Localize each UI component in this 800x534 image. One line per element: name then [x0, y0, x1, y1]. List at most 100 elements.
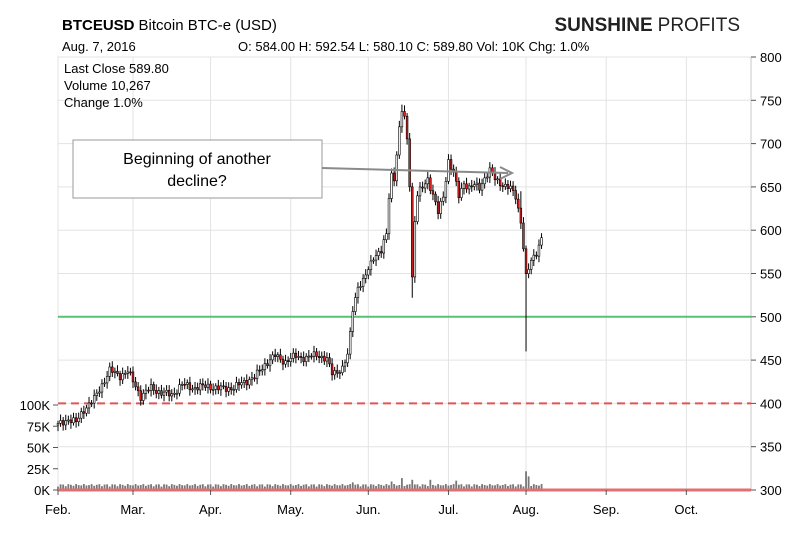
brand-logo: SUNSHINE PROFITS	[554, 15, 740, 36]
volume-bar	[150, 484, 152, 490]
volume-bar	[491, 485, 494, 490]
volume-bar	[429, 479, 432, 490]
candle-up	[113, 370, 117, 373]
candle-up	[351, 311, 354, 332]
candle-down	[129, 371, 132, 374]
candle-up	[255, 369, 259, 379]
candle-up	[537, 244, 541, 257]
candle-up	[77, 417, 80, 423]
candle-down	[201, 383, 205, 386]
volume-bar	[142, 484, 145, 490]
candle-up	[284, 360, 287, 365]
volume-bar	[465, 484, 468, 490]
volume-bar	[473, 484, 476, 490]
stat-volume: Volume 10,267	[64, 78, 151, 93]
candle-up	[178, 384, 181, 394]
candle-up	[398, 126, 401, 156]
candle-down	[328, 357, 331, 365]
volume-bar	[186, 484, 189, 490]
candle-up	[367, 269, 370, 276]
x-tick-label: Aug.	[513, 502, 540, 517]
candle-up	[346, 353, 349, 364]
volume-bar	[274, 484, 277, 490]
volume-bar	[251, 484, 253, 490]
volume-bar	[362, 484, 365, 490]
y-tick-label: 500	[760, 310, 782, 325]
y-tick-label: 700	[760, 137, 782, 152]
volume-bar	[287, 485, 290, 490]
volume-bar	[468, 484, 471, 490]
volume-bar	[318, 484, 321, 490]
candle-up	[95, 392, 98, 396]
volume-bar	[266, 484, 269, 490]
y-tick-label: 400	[760, 396, 782, 411]
volume-bar	[507, 486, 509, 490]
candle-up	[312, 351, 316, 357]
candle-down	[136, 386, 140, 392]
volume-bar	[419, 486, 421, 490]
volume-bar	[328, 484, 331, 490]
candle-up	[390, 172, 393, 199]
volume-bar	[101, 486, 103, 490]
volume-bar	[351, 482, 354, 490]
volume-bar	[501, 484, 504, 490]
volume-bar	[302, 484, 305, 490]
volume-bar	[276, 484, 279, 490]
volume-bar	[525, 471, 527, 490]
volume-bar	[496, 484, 499, 490]
volume-bar	[411, 479, 414, 490]
candle-up	[206, 383, 210, 388]
candle-down	[449, 159, 453, 170]
volume-bar	[220, 486, 222, 490]
y-tick-label: 300	[760, 483, 782, 498]
candle-down	[405, 115, 409, 140]
volume-bar	[263, 486, 266, 490]
annotation-box	[72, 139, 323, 199]
volume-bar	[514, 486, 517, 490]
candle-down	[134, 381, 137, 388]
candle-up	[462, 183, 466, 189]
candle-up	[103, 382, 106, 385]
candle-down	[90, 402, 93, 405]
volume-bar	[119, 484, 121, 490]
volume-bar	[535, 484, 538, 490]
volume-axis: 100K 75K 50K 25K 0K	[20, 398, 58, 498]
volume-bar	[178, 484, 181, 490]
candle-down	[302, 357, 305, 362]
volume-bar	[163, 484, 165, 490]
volume-bar	[199, 484, 202, 490]
candle-up	[98, 391, 101, 394]
volume-bar	[85, 485, 88, 490]
volume-bar	[382, 485, 385, 490]
candle-down	[524, 248, 528, 274]
candle-down	[217, 385, 220, 391]
candle-up	[297, 356, 300, 358]
candle-up	[395, 154, 398, 182]
candle-up	[199, 383, 202, 391]
candle-down	[116, 370, 119, 374]
volume-bar	[88, 485, 90, 490]
volume-bar	[540, 484, 543, 490]
volume-bar	[124, 485, 127, 490]
x-tick-label: Sep.	[593, 502, 620, 517]
stat-change: Change 1.0%	[64, 95, 143, 110]
candle-up	[59, 420, 62, 424]
volume-bar	[313, 484, 315, 490]
volume-bar	[517, 484, 520, 490]
candle-down	[315, 351, 318, 357]
x-tick-label: Feb.	[45, 502, 71, 517]
candle-down	[152, 384, 155, 391]
candle-up	[235, 382, 238, 390]
volume-bar	[333, 484, 336, 490]
volume-bar	[93, 485, 96, 490]
candle-up	[240, 382, 243, 386]
candle-up	[186, 382, 189, 385]
candle-up	[483, 177, 486, 185]
volume-bar	[225, 484, 227, 490]
volume-bar	[530, 485, 533, 490]
candle-down	[230, 387, 233, 391]
candle-down	[299, 356, 303, 358]
candle-up	[359, 286, 362, 288]
volume-bar	[59, 484, 62, 490]
candle-down	[408, 138, 411, 188]
